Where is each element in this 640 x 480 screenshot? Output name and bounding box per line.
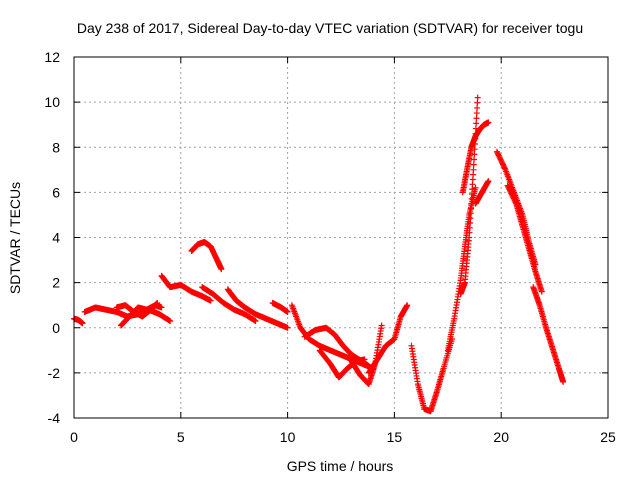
data-series-arc6	[188, 239, 225, 273]
x-tick-label: 15	[387, 429, 403, 445]
data-point	[538, 288, 545, 295]
y-tick-label: -2	[48, 365, 61, 381]
data-point	[473, 120, 480, 127]
data-series-arc7	[199, 284, 259, 324]
data-series-arc16	[444, 184, 479, 354]
x-axis-label: GPS time / hours	[287, 458, 394, 474]
data-point	[512, 199, 519, 206]
data-series-arc11	[301, 324, 372, 370]
data-series-arc22	[530, 284, 567, 385]
data-series-arc5	[158, 272, 214, 304]
data-point	[158, 304, 165, 311]
x-tick-label: 25	[600, 429, 616, 445]
data-series-arc9	[269, 299, 291, 315]
data-point	[501, 165, 508, 172]
y-tick-label: 6	[52, 184, 60, 200]
data-series-arc18	[459, 119, 492, 196]
axis-ticks: 0 5 10 15 20 25 -4 -2 0 2 4 6 8 10 12	[44, 49, 616, 445]
data-point	[474, 94, 481, 101]
y-tick-label: 2	[52, 275, 60, 291]
y-tick-label: 12	[44, 49, 60, 65]
data-point	[471, 156, 478, 163]
data-series-arc15	[408, 336, 456, 415]
data-point	[378, 322, 385, 329]
data-point	[154, 299, 161, 306]
data-point	[560, 378, 567, 385]
data-point	[485, 178, 492, 185]
data-series-arc21	[504, 182, 545, 295]
y-tick-label: 10	[44, 94, 60, 110]
data-point	[284, 308, 291, 315]
chart-title: Day 238 of 2017, Sidereal Day-to-day VTE…	[77, 20, 583, 36]
y-axis-label: SDTVAR / TECUs	[7, 182, 23, 294]
data-point	[471, 151, 478, 158]
data-point	[218, 266, 225, 273]
data-point	[470, 166, 477, 173]
data-point	[473, 115, 480, 122]
data-point	[472, 184, 479, 191]
data-series-arc4	[113, 299, 161, 320]
data-series-arc14	[365, 302, 411, 376]
y-tick-label: 4	[52, 230, 60, 246]
data-point	[470, 161, 477, 168]
data-point	[485, 119, 492, 126]
data-series-arc13	[348, 322, 385, 388]
x-tick-label: 20	[493, 429, 509, 445]
y-tick-label: 8	[52, 139, 60, 155]
x-tick-label: 10	[280, 429, 296, 445]
data-series-arc8	[224, 286, 291, 331]
x-tick-label: 5	[177, 429, 185, 445]
data-series-arc19	[472, 178, 492, 207]
data-point	[252, 317, 259, 324]
data-point	[284, 324, 291, 331]
y-tick-label: 0	[52, 320, 60, 336]
data-point	[404, 302, 411, 309]
y-tick-label: -4	[48, 410, 61, 426]
data-point	[474, 104, 481, 111]
data-point	[167, 317, 174, 324]
data-series-arc17	[457, 94, 481, 297]
data-series-arc1	[71, 315, 86, 327]
data-point	[207, 297, 214, 304]
data-point	[473, 110, 480, 117]
data-point	[474, 99, 481, 106]
x-tick-label: 0	[70, 429, 78, 445]
data-points	[71, 94, 567, 415]
data-point	[361, 356, 368, 363]
data-point	[79, 320, 86, 327]
